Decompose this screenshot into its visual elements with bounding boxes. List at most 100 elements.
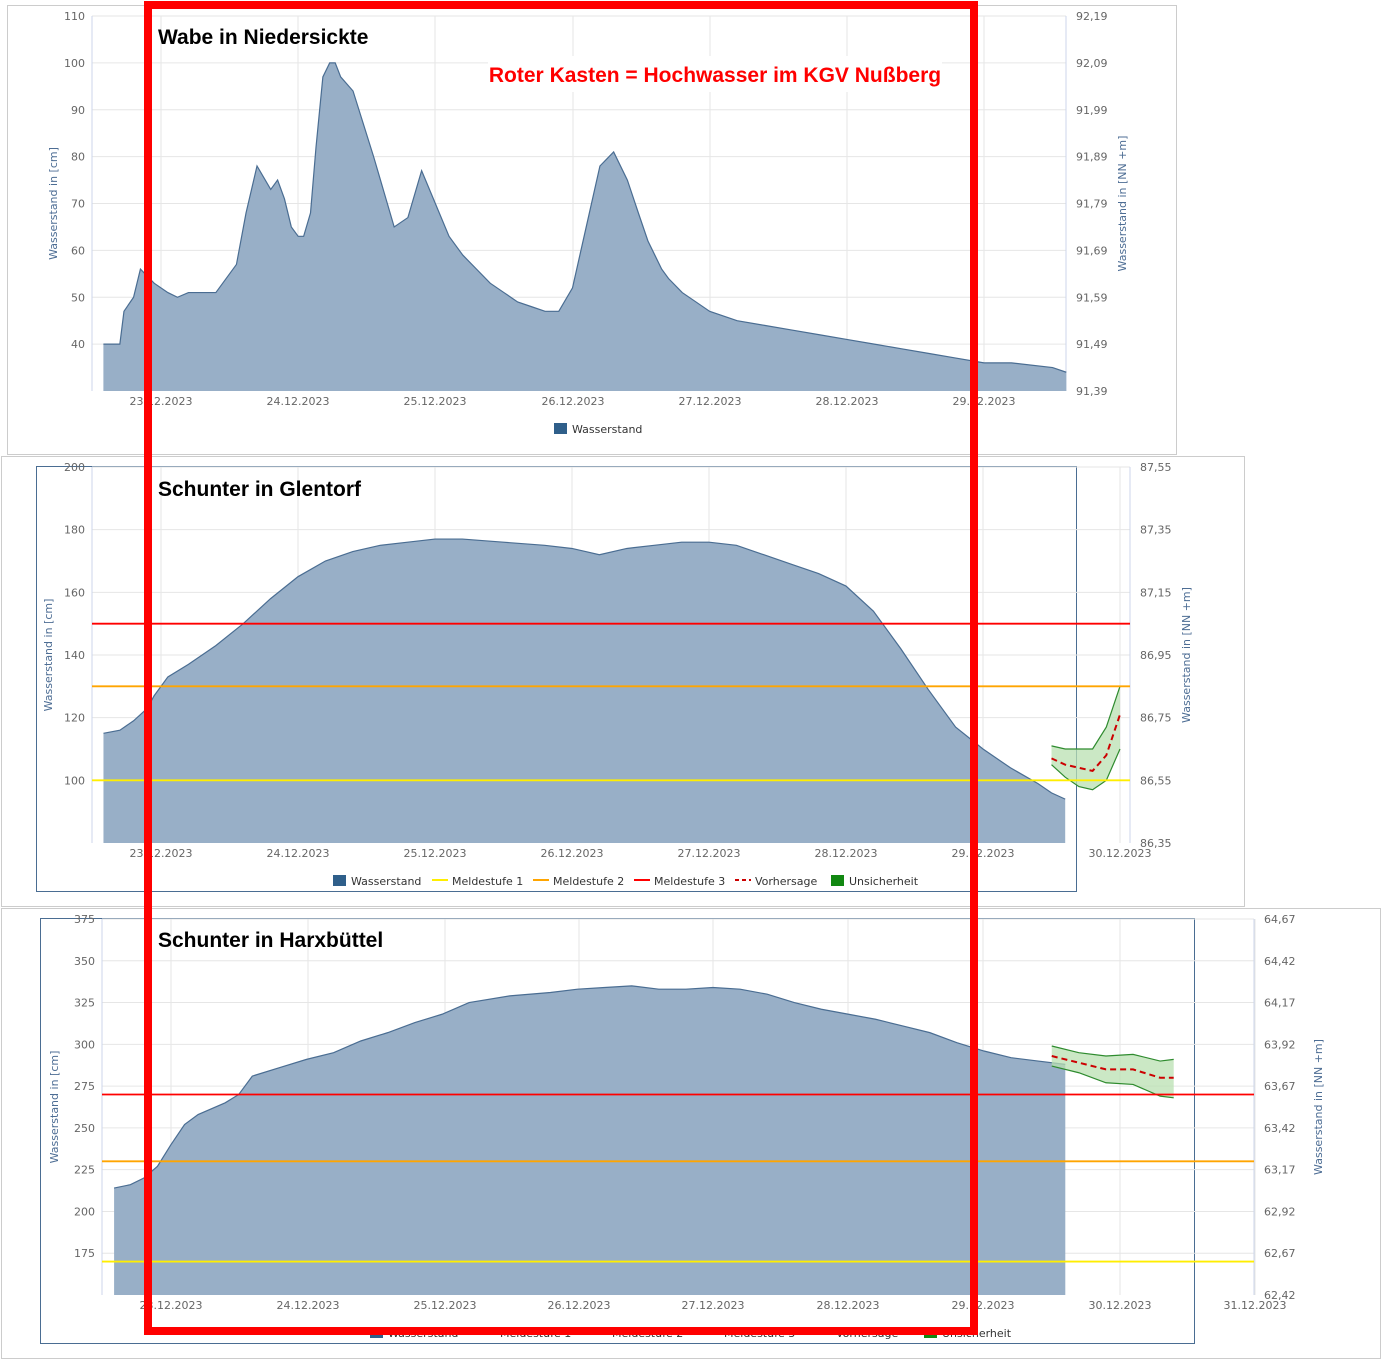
y2-tick-label: 91,89: [1076, 151, 1108, 164]
legend-label: Wasserstand: [572, 423, 642, 436]
y-tick-label: 90: [71, 104, 85, 117]
y-tick-label: 350: [74, 955, 95, 968]
x-tick-label: 30.12.2023: [1089, 1299, 1152, 1312]
y2-tick-label: 86,75: [1140, 712, 1172, 725]
x-tick-label: 28.12.2023: [815, 847, 878, 860]
y2-tick-label: 86,35: [1140, 837, 1172, 850]
y2-tick-label: 91,79: [1076, 198, 1108, 211]
uncertainty-lower-line: [1051, 748, 1121, 791]
y2-tick-label: 87,35: [1140, 524, 1172, 537]
y-tick-label: 120: [64, 712, 85, 725]
y-tick-label: 250: [74, 1122, 95, 1135]
x-tick-label: 27.12.2023: [679, 395, 742, 408]
y2-axis-title: Wasserstand in [NN +m]: [1312, 1039, 1325, 1175]
y-tick-label: 180: [64, 524, 85, 537]
legend-label: Unsicherheit: [849, 875, 919, 888]
annotation-background: [488, 56, 942, 92]
chart-2-frame: [1, 456, 1245, 907]
y-tick-label: 300: [74, 1038, 95, 1051]
x-tick-label: 24.12.2023: [277, 1299, 340, 1312]
annotation-text: Roter Kasten = Hochwasser im KGV Nußberg: [489, 64, 941, 87]
y-tick-label: 160: [64, 586, 85, 599]
y2-tick-label: 64,42: [1264, 955, 1296, 968]
x-tick-label: 23.12.2023: [130, 395, 193, 408]
wasserstand-line: [103, 538, 1066, 800]
y2-tick-label: 92,19: [1076, 10, 1108, 23]
y-axis-title: Wasserstand in [cm]: [48, 1051, 61, 1164]
x-tick-label: 28.12.2023: [817, 1299, 880, 1312]
y-tick-label: 100: [64, 774, 85, 787]
legend-label: Meldestufe 3: [654, 875, 725, 888]
x-tick-label: 23.12.2023: [140, 1299, 203, 1312]
y-tick-label: 80: [71, 151, 85, 164]
chart-wabe-niedersickte: 40 50 60 70 80 90 100 110 91,39 91,49 91,59 91,69 91…: [47, 10, 1129, 436]
x-tick-label: 29.12.2023: [953, 395, 1016, 408]
x-tick-label: 27.12.2023: [682, 1299, 745, 1312]
y-tick-label: 40: [71, 338, 85, 351]
legend-symbol: [333, 875, 346, 886]
y-tick-label: 50: [71, 291, 85, 304]
x-tick-label: 23.12.2023: [130, 847, 193, 860]
y2-tick-label: 62,42: [1264, 1289, 1296, 1302]
y2-tick-label: 62,92: [1264, 1205, 1296, 1218]
legend-label: Vorhersage: [755, 875, 817, 888]
y-tick-label: 100: [64, 57, 85, 70]
uncertainty-band: [1051, 1046, 1174, 1098]
y2-tick-label: 87,15: [1140, 586, 1172, 599]
y2-tick-label: 91,49: [1076, 338, 1108, 351]
y-tick-label: 225: [74, 1164, 95, 1177]
uncertainty-upper-line: [1051, 1045, 1174, 1062]
y-axis-title: Wasserstand in [cm]: [42, 599, 55, 712]
y-tick-label: 200: [74, 1205, 95, 1218]
x-tick-label: 24.12.2023: [267, 395, 330, 408]
y2-tick-label: 86,55: [1140, 774, 1172, 787]
forecast-line: [1051, 714, 1121, 773]
wasserstand-area: [114, 985, 1066, 1295]
y2-tick-label: 63,17: [1264, 1164, 1296, 1177]
flood-highlight-box: [144, 1, 978, 1335]
legend-label: Wasserstand: [351, 875, 421, 888]
chart-title: Wabe in Niedersickte: [158, 26, 368, 49]
uncertainty-upper-line: [1051, 686, 1121, 750]
chart-schunter-harxbuettel: 175 200 225 250 275 300 325 350 375 62,42 62,67 62,…: [48, 913, 1325, 1340]
y2-tick-label: 64,67: [1264, 913, 1296, 926]
y2-tick-label: 63,67: [1264, 1080, 1296, 1093]
y2-tick-label: 91,39: [1076, 385, 1108, 398]
x-tick-label: 30.12.2023: [1089, 847, 1152, 860]
wasserstand-area: [103, 539, 1066, 843]
wasserstand-line: [103, 62, 1067, 373]
y2-axis-title: Wasserstand in [NN +m]: [1180, 587, 1193, 723]
x-tick-label: 28.12.2023: [816, 395, 879, 408]
y2-axis-title: Wasserstand in [NN +m]: [1116, 136, 1129, 272]
x-tick-label: 31.12.2023: [1224, 1299, 1287, 1312]
y2-tick-label: 91,59: [1076, 291, 1108, 304]
y2-tick-label: 91,99: [1076, 104, 1108, 117]
y-tick-label: 275: [74, 1080, 95, 1093]
y-axis-title: Wasserstand in [cm]: [47, 147, 60, 260]
y-tick-label: 60: [71, 244, 85, 257]
forecast-line: [1051, 1055, 1174, 1079]
wasserstand-line: [113, 985, 1066, 1189]
x-tick-label: 25.12.2023: [404, 395, 467, 408]
legend-symbol: [554, 423, 567, 434]
legend-symbol: [831, 875, 844, 886]
y2-tick-label: 62,67: [1264, 1247, 1296, 1260]
x-tick-label: 29.12.2023: [952, 1299, 1015, 1312]
x-tick-label: 26.12.2023: [541, 847, 604, 860]
x-tick-label: 26.12.2023: [548, 1299, 611, 1312]
chart-3-frame: [1, 908, 1381, 1359]
x-tick-label: 25.12.2023: [404, 847, 467, 860]
y-tick-label: 175: [74, 1247, 95, 1260]
y-tick-label: 140: [64, 649, 85, 662]
uncertainty-band: [1051, 686, 1120, 790]
y2-tick-label: 91,69: [1076, 244, 1108, 257]
uncertainty-lower-line: [1051, 1065, 1174, 1099]
x-tick-label: 24.12.2023: [267, 847, 330, 860]
y2-tick-label: 87,55: [1140, 461, 1172, 474]
y-tick-label: 70: [71, 198, 85, 211]
chart-title: Schunter in Harxbüttel: [158, 929, 383, 952]
y-tick-label: 375: [74, 913, 95, 926]
chart-schunter-glentorf: 100 120 140 160 180 200 86,35 86,55 86,75 86,95 87…: [42, 461, 1193, 888]
y2-tick-label: 86,95: [1140, 649, 1172, 662]
